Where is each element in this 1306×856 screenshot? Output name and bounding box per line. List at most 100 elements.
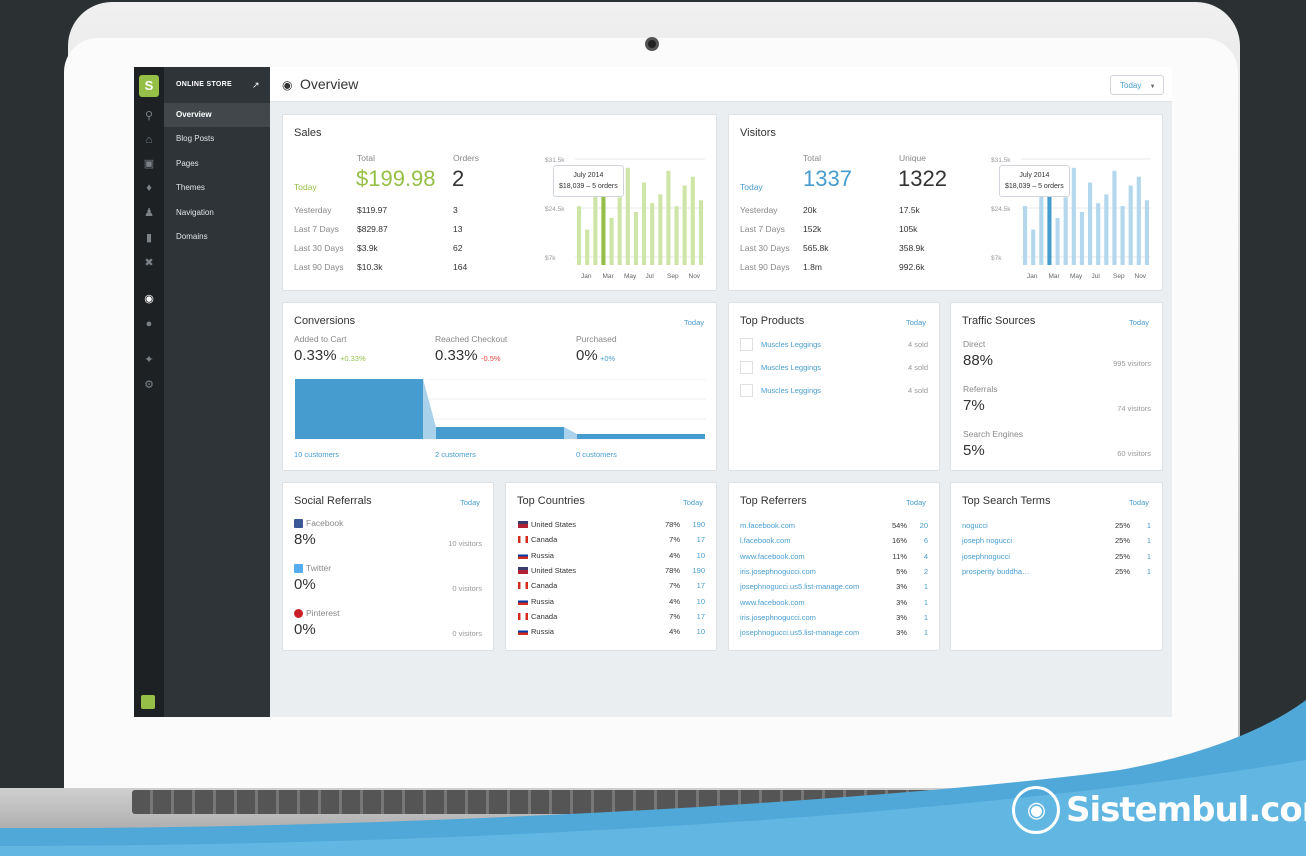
location-pin-icon[interactable]: ● (145, 318, 153, 330)
search-pct: 25% (1114, 551, 1130, 561)
range-link[interactable]: Today (1129, 498, 1150, 507)
tag-icon[interactable]: ♦ (146, 182, 152, 194)
range-link[interactable]: Today (906, 498, 927, 507)
top-referrers-card: Top Referrers Today m.facebook.com 54% 20 l… (728, 482, 940, 651)
country-name: Russia (531, 627, 554, 637)
step-delta: +0% (600, 354, 616, 363)
chart-bar (698, 200, 703, 265)
search-term[interactable]: joseph nogucci (962, 536, 1013, 546)
card-title: Conversions (294, 315, 356, 327)
chevron-down-icon: ▼ (1149, 84, 1156, 90)
referrer-site[interactable]: m.facebook.com (740, 521, 796, 530)
row-label: Yesterday (294, 205, 332, 215)
screen: S ⚲ ⌂ ▣ ♦ ♟ ▮ ✖ ◉ ● ✦ ⚙ ONLINE STORE ↗ O… (134, 67, 1172, 717)
sidebar-item-navigation[interactable]: Navigation (176, 208, 214, 217)
social-visitors: 0 visitors (452, 584, 482, 593)
x-tick-label: Nov (1135, 273, 1147, 280)
product-name[interactable]: Muscles Leggings (761, 386, 822, 395)
search-pct: 25% (1114, 566, 1130, 576)
sidebar-item-blog-posts[interactable]: Blog Posts (176, 134, 215, 143)
flag-ru-icon (518, 551, 528, 559)
facebook-icon (294, 519, 303, 528)
step-customers: 10 customers (294, 450, 340, 459)
chart-bar (1047, 173, 1052, 265)
online-store-icon[interactable]: ◉ (144, 293, 154, 305)
country-name: Canada (531, 611, 558, 621)
top-bar: ◉ Overview Today ▼ (270, 67, 1172, 102)
date-range-dropdown[interactable]: Today ▼ (1110, 75, 1164, 95)
range-link[interactable]: Today (684, 318, 705, 327)
store-icon[interactable] (141, 695, 155, 709)
settings-gear-icon[interactable]: ⚙ (144, 379, 154, 391)
watermark-text: Sistembul.com (1066, 790, 1306, 830)
referrer-pct: 3% (896, 628, 907, 638)
card-title: Visitors (740, 127, 776, 139)
sidebar-item-pages[interactable]: Pages (176, 159, 199, 168)
row-label: Last 90 Days (294, 262, 344, 272)
referrer-site[interactable]: josephnogucci.us5.list-manage.com (740, 582, 860, 592)
chart-bar (1055, 217, 1060, 265)
social-label[interactable]: Facebook (306, 518, 344, 528)
x-tick-label: Jul (1092, 273, 1101, 280)
external-link-icon[interactable]: ↗ (252, 80, 260, 90)
country-count: 190 (692, 565, 705, 575)
referrer-count: 2 (923, 566, 928, 576)
sales-tooltip: July 2014 $18,039 – 5 orders (553, 165, 624, 197)
y-tick-label: $24.5k (991, 206, 1011, 213)
referrer-pct: 5% (896, 566, 907, 576)
today-total: $199.98 (356, 166, 436, 191)
product-name[interactable]: Muscles Leggings (761, 363, 822, 372)
x-tick-label: Nov (689, 273, 701, 280)
country-name: United States (531, 565, 577, 575)
referrer-site[interactable]: iris.josephnogucci.com (740, 612, 816, 622)
range-link[interactable]: Today (1129, 318, 1150, 327)
shopify-logo-icon[interactable]: S (139, 75, 159, 97)
page-title: Overview (300, 76, 359, 92)
funnel-bar (436, 427, 564, 439)
orders-icon[interactable]: ▣ (143, 158, 155, 170)
row-total: $10.3k (357, 262, 383, 272)
social-label[interactable]: Twitter (306, 563, 332, 573)
step-label: Added to Cart (294, 334, 347, 344)
referrer-site[interactable]: l.facebook.com (740, 536, 791, 546)
row-orders: 3 (453, 205, 458, 215)
chart-bar (1088, 182, 1093, 265)
top-countries-card: Top Countries Today United States 78% 190 C… (505, 482, 717, 651)
social-label[interactable]: Pinterest (306, 608, 340, 618)
sidebar-item-themes[interactable]: Themes (176, 183, 205, 192)
apps-icon[interactable]: ✦ (144, 354, 154, 366)
referrer-pct: 11% (892, 551, 907, 561)
referrer-site[interactable]: www.facebook.com (740, 551, 805, 561)
referrer-count: 1 (923, 612, 928, 622)
range-link[interactable]: Today (683, 498, 704, 507)
product-name[interactable]: Muscles Leggings (761, 340, 822, 349)
step-label: Reached Checkout (435, 334, 508, 344)
search-term[interactable]: nogucci (962, 521, 988, 530)
referrer-site[interactable]: iris.josephnogucci.com (740, 566, 816, 576)
today-orders: 2 (452, 166, 465, 191)
x-tick-label: Jan (581, 273, 592, 280)
search-term[interactable]: prosperity buddha… (962, 566, 1030, 576)
discounts-icon[interactable]: ✖ (144, 257, 154, 269)
referrer-site[interactable]: josephnogucci.us5.list-manage.com (740, 628, 860, 638)
country-pct: 4% (669, 550, 680, 560)
home-icon[interactable]: ⌂ (145, 134, 153, 146)
referrer-pct: 54% (891, 521, 907, 530)
customers-icon[interactable]: ♟ (144, 207, 154, 219)
sidebar-item-overview[interactable]: Overview (164, 103, 270, 127)
date-range-label: Today (1120, 81, 1142, 90)
card-title: Top Search Terms (962, 495, 1051, 507)
y-tick-label: $24.5k (545, 206, 565, 213)
sidebar-item-domains[interactable]: Domains (176, 232, 208, 241)
webcam (645, 37, 659, 51)
reports-icon[interactable]: ▮ (145, 232, 153, 244)
range-link[interactable]: Today (906, 318, 927, 327)
search-icon[interactable]: ⚲ (144, 110, 154, 122)
funnel-connector (564, 427, 577, 439)
row-label: Last 7 Days (294, 224, 339, 234)
card-title: Social Referrals (294, 495, 372, 507)
search-term[interactable]: josephnogucci (962, 551, 1010, 561)
referrer-site[interactable]: www.facebook.com (740, 597, 805, 607)
product-thumbnail (740, 384, 753, 397)
range-link[interactable]: Today (460, 498, 481, 507)
